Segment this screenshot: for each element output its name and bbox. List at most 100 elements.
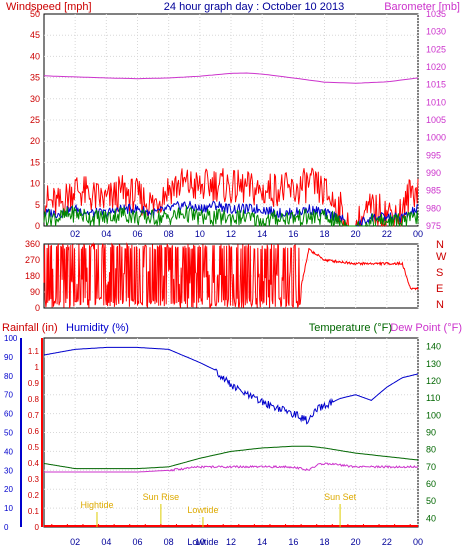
rainfall-y-tick: 0.8 [28,395,40,404]
annotation-label: Lowtide [187,505,218,515]
humidity-y-tick: 100 [4,334,18,343]
barometer-y-tick: 985 [426,186,441,196]
humidity-y-tick: 0 [4,523,9,532]
wind-x-tick: 00 [413,229,423,239]
barometer-y-tick: 1000 [426,133,446,143]
wind-axis-label: Windspeed [mph] [6,1,92,13]
rainfall-y-tick: 0.7 [28,411,40,420]
wind-x-tick: 12 [226,229,236,239]
annotation-label: Sun Set [324,492,357,502]
barometer-y-tick: 1035 [426,9,446,19]
climate-x-tick: 16 [288,537,298,547]
direction-y-tick: 0 [35,303,40,313]
climate-x-tick: 00 [413,537,423,547]
humidity-axis-bar [20,338,22,527]
annotation-label: Sun Rise [143,492,180,502]
bottom-lowtide-label: Lowtide [187,537,218,547]
climate-x-tick: 12 [226,537,236,547]
rainfall-y-tick: 1.1 [28,347,40,356]
rainfall-y-tick: 1 [35,363,40,372]
compass-letter: S [436,267,443,279]
wind-x-tick: 22 [382,229,392,239]
wind-panel: 5045403530252015105010351030102510201015… [30,9,446,239]
barometer-y-tick: 990 [426,168,441,178]
humidity-y-tick: 70 [4,391,13,400]
rainfall-y-tick: 0.2 [28,491,40,500]
wind-x-tick: 06 [132,229,142,239]
temperature-y-tick: 80 [426,445,436,455]
wind-y-tick: 45 [30,30,40,40]
wind-x-tick: 14 [257,229,267,239]
chart-title: 24 hour graph day : October 10 2013 [164,1,344,13]
barometer-axis-label: Barometer [mb] [384,1,460,13]
rainfall-axis-bar [41,338,43,527]
wind-y-tick: 40 [30,51,40,61]
barometer-y-tick: 1010 [426,97,446,107]
climate-x-tick: 06 [132,537,142,547]
humidity-y-tick: 10 [4,504,13,513]
rainfall-y-tick: 0.9 [28,379,40,388]
wind-y-tick: 20 [30,136,40,146]
temperature-y-tick: 90 [426,428,436,438]
compass-letter: W [436,251,447,263]
barometer-y-tick: 1030 [426,27,446,37]
barometer-y-tick: 1020 [426,62,446,72]
humidity-y-tick: 40 [4,447,13,456]
wind-x-tick: 18 [319,229,329,239]
rainfall-y-tick: 0.3 [28,475,40,484]
barometer-y-tick: 1005 [426,115,446,125]
compass-letter: N [436,299,444,311]
wind-x-tick: 02 [70,229,80,239]
climate-x-tick: 02 [70,537,80,547]
temperature-y-tick: 40 [426,513,436,523]
temperature-y-tick: 120 [426,376,441,386]
climate-x-tick: 10 [195,537,205,547]
barometer-y-tick: 1025 [426,44,446,54]
series-barometer-line [43,72,419,84]
humidity-axis-label: Humidity (%) [66,322,129,334]
annotation-label: Hightide [80,500,113,510]
dewpoint-axis-label: Dew Point (°F) [390,322,462,334]
rainfall-y-tick: 0.4 [28,459,40,468]
temperature-axis-label: Temperature (°F) [309,322,392,334]
series-dewpoint-line [44,462,419,473]
wind-x-tick: 08 [164,229,174,239]
series-humidity-line [43,346,419,425]
wind-y-tick: 50 [30,9,40,19]
barometer-y-tick: 975 [426,221,441,231]
humidity-y-tick: 20 [4,485,13,494]
temperature-y-tick: 130 [426,359,441,369]
wind-y-tick: 30 [30,94,40,104]
compass-letter: E [436,283,443,295]
wind-y-tick: 10 [30,179,40,189]
rainfall-y-tick: 0 [35,523,40,532]
climate-x-tick: 18 [319,537,329,547]
barometer-y-tick: 980 [426,203,441,213]
wind-y-tick: 25 [30,115,40,125]
climate-x-tick: 20 [351,537,361,547]
direction-y-tick: 90 [30,287,40,297]
climate-panel: 10090807060504030201001.110.90.80.70.60.… [4,334,441,547]
series-temperature-line [43,445,419,470]
series-direction-line [43,242,419,310]
climate-x-tick: 08 [164,537,174,547]
wind-y-tick: 35 [30,73,40,83]
humidity-y-tick: 50 [4,429,13,438]
direction-y-tick: 180 [25,271,40,281]
compass-letter: N [436,239,444,251]
wind-y-tick: 15 [30,157,40,167]
temperature-y-tick: 50 [426,496,436,506]
humidity-y-tick: 30 [4,466,13,475]
wind-y-tick: 5 [35,200,40,210]
wind-y-tick: 0 [35,221,40,231]
rainfall-y-tick: 0.1 [28,507,40,516]
rainfall-axis-label: Rainfall (in) [2,322,58,334]
temperature-y-tick: 100 [426,410,441,420]
temperature-y-tick: 60 [426,479,436,489]
wind-x-tick: 10 [195,229,205,239]
climate-x-tick: 14 [257,537,267,547]
wind-x-tick: 16 [288,229,298,239]
humidity-y-tick: 80 [4,372,13,381]
